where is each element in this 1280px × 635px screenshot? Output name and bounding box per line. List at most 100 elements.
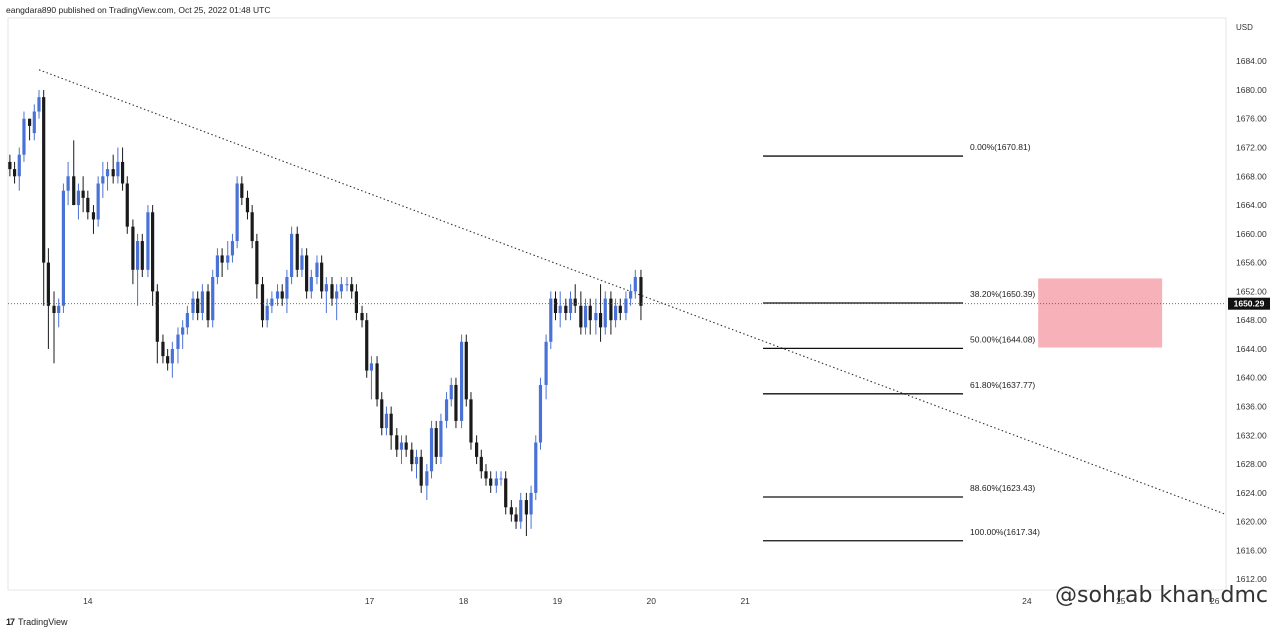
candle-up [369, 363, 374, 371]
candle-down [245, 197, 250, 213]
x-tick-label: 20 [647, 596, 657, 606]
candle-up [135, 241, 140, 270]
candle-up [439, 420, 443, 457]
candle-down [72, 176, 76, 206]
candle-down [305, 255, 309, 292]
candle-down [618, 305, 622, 313]
candle-down [81, 190, 85, 198]
candle-up [345, 284, 349, 286]
x-tick-label: 21 [740, 596, 750, 606]
candle-up [335, 291, 339, 299]
x-tick-label: 17 [365, 596, 375, 606]
candle-up [265, 305, 269, 321]
candle-up [116, 161, 120, 177]
candle-up [583, 305, 588, 328]
candle-down [479, 456, 483, 472]
candle-up [499, 478, 503, 480]
candle-down [419, 456, 423, 486]
candle-up [22, 118, 26, 155]
candle-down [255, 241, 259, 285]
footer-brand[interactable]: 17 TradingView [6, 617, 68, 627]
candle-up [558, 305, 562, 313]
candle-up [425, 471, 429, 486]
fib-label: 100.00%(1617.34) [970, 527, 1040, 537]
candle-down [350, 284, 354, 292]
candle-up [339, 284, 343, 292]
candles [8, 89, 643, 537]
y-tick-label: 1652.00 [1236, 286, 1267, 296]
candle-up [170, 348, 174, 364]
fib-label: 0.00%(1670.81) [970, 142, 1031, 152]
candle-up [399, 442, 404, 450]
candle-up [414, 456, 419, 465]
candle-down [509, 507, 513, 515]
candle-up [235, 183, 239, 242]
candle-up [494, 478, 498, 486]
candle-up [57, 305, 61, 313]
candle-down [250, 212, 254, 242]
candle-down [514, 514, 518, 522]
candle-up [17, 154, 21, 177]
x-tick-label: 18 [459, 596, 469, 606]
candle-up [613, 305, 618, 321]
candle-up [290, 233, 294, 278]
consolidation-zone [1038, 278, 1163, 348]
candle-up [633, 277, 637, 292]
candle-down [639, 277, 643, 306]
x-tick-label: 25 [1116, 596, 1126, 606]
candle-up [61, 190, 66, 306]
y-tick-label: 1660.00 [1236, 229, 1267, 239]
y-tick-label: 1664.00 [1236, 200, 1267, 210]
y-tick-label: 1644.00 [1236, 344, 1267, 354]
candle-up [37, 97, 41, 112]
y-tick-label: 1624.00 [1236, 488, 1267, 498]
x-tick-label: 14 [83, 596, 93, 606]
candle-down [151, 212, 155, 292]
y-axis: 1612.00 1616.00 1620.00 1624.00 1628.00 1632.… [1236, 56, 1267, 584]
y-tick-label: 1680.00 [1236, 85, 1267, 95]
candle-down [166, 356, 170, 364]
candle-up [146, 212, 150, 270]
candle-down [280, 291, 284, 299]
y-tick-label: 1620.00 [1236, 517, 1267, 527]
footer-brand-label: TradingView [18, 617, 68, 627]
y-tick-label: 1668.00 [1236, 171, 1267, 181]
candle-down [579, 305, 583, 328]
author-watermark: @sohrab khan dmc [1055, 583, 1268, 608]
candle-down [42, 97, 46, 263]
candle-down [220, 255, 224, 263]
candle-down [609, 298, 613, 321]
fibonacci-levels: 0.00%(1670.81) 38.20%(1650.39) 50.00%(1644… [763, 142, 1040, 542]
candle-down [395, 435, 399, 450]
candle-up [544, 341, 548, 385]
candle-up [429, 428, 434, 472]
candle-up [285, 277, 289, 299]
y-tick-label: 1616.00 [1236, 545, 1267, 555]
candle-up [32, 111, 36, 134]
candle-up [529, 492, 533, 515]
candle-down [8, 161, 12, 170]
candle-up [300, 255, 304, 270]
candle-down [260, 284, 265, 321]
y-tick-label: 1612.00 [1236, 574, 1267, 584]
candle-up [211, 277, 215, 321]
candle-down [120, 161, 125, 184]
candle-down [464, 341, 468, 400]
candle-down [454, 384, 458, 421]
candle-up [624, 298, 628, 313]
candle-down [524, 500, 528, 515]
candle-down [360, 312, 364, 321]
candle-up [181, 327, 185, 335]
y-tick-label: 1656.00 [1236, 258, 1267, 268]
candle-down [573, 298, 577, 306]
candle-down [375, 363, 379, 400]
candle-down [27, 118, 32, 126]
candle-down [588, 305, 592, 321]
candle-down [140, 241, 144, 270]
candle-down [240, 183, 244, 198]
candle-down [380, 399, 384, 429]
candle-up [76, 190, 81, 206]
publish-header: eangdara890 published on TradingView.com… [6, 5, 271, 15]
candle-down [196, 298, 200, 313]
